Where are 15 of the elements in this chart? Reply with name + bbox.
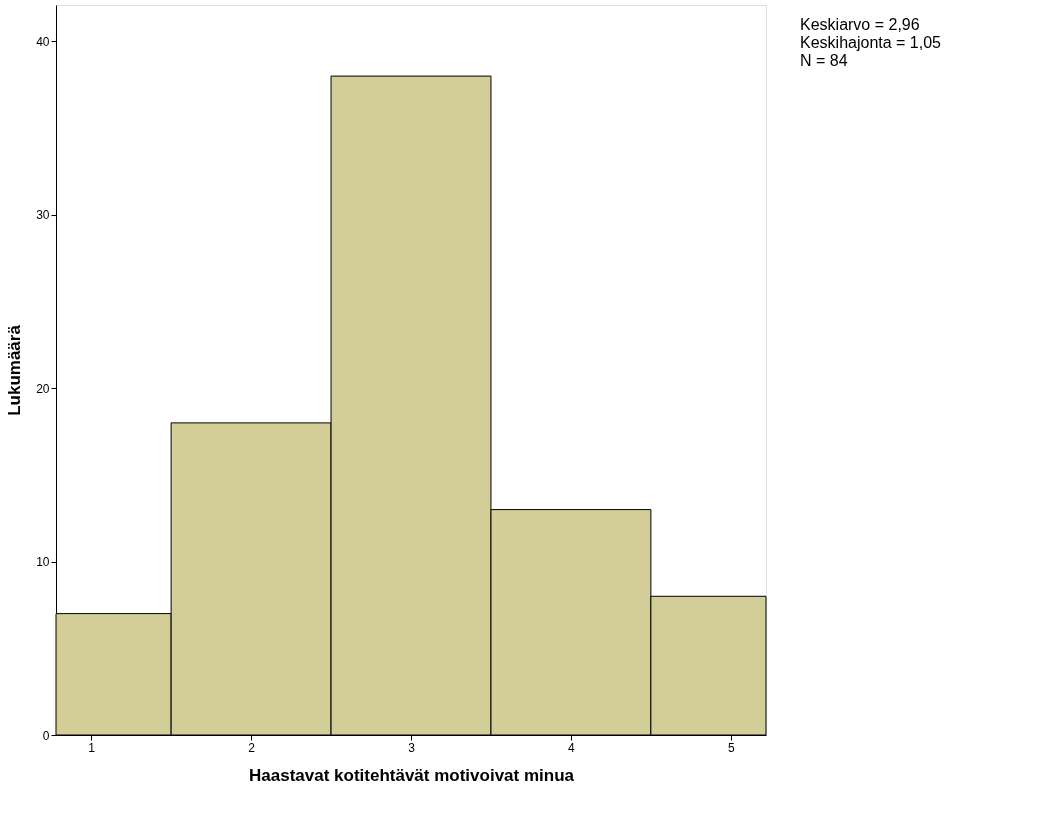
text: Keskihajonta = 1,05 [800,34,942,51]
y-axis-title: Lukumäärä [5,324,25,416]
text: Keskiarvo = 2,96 [800,16,920,33]
y-tick-label: 40 [36,34,50,49]
text: N = 84 [800,52,848,69]
x-tick-label: 2 [248,740,256,755]
y-tick-label: 30 [36,208,50,223]
x-axis-title: Haastavat kotitehtävät motivoivat minua [249,765,575,785]
y-tick-label: 10 [36,555,50,570]
x-tick-label: 1 [88,740,96,755]
x-tick-label: 5 [727,740,735,755]
y-tick-label: 20 [36,381,50,396]
x-tick-label: 3 [408,740,416,755]
y-tick-label: 0 [42,728,50,743]
x-tick-label: 4 [568,740,576,755]
